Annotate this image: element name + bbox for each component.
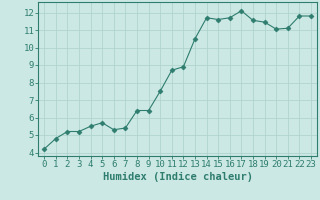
- X-axis label: Humidex (Indice chaleur): Humidex (Indice chaleur): [103, 172, 252, 182]
